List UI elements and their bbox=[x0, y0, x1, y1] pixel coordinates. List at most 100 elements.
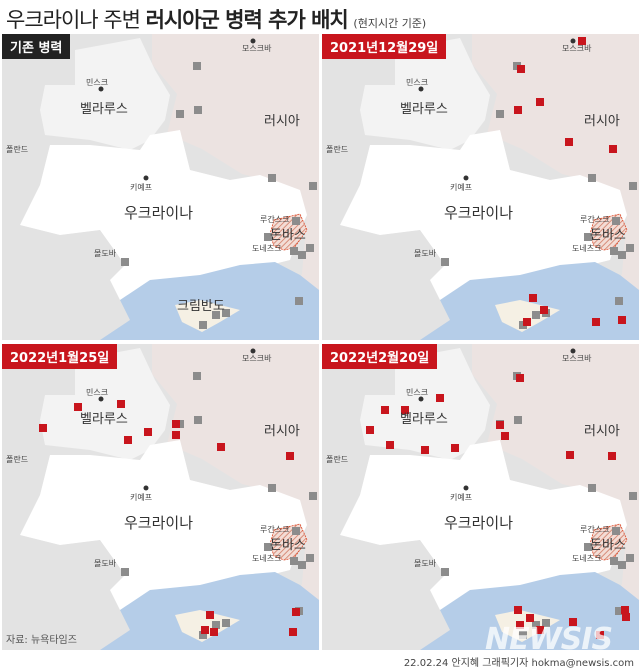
belarus-region bbox=[40, 348, 170, 460]
added-troop-marker bbox=[565, 138, 573, 146]
label-donbas: 돈바스 bbox=[270, 228, 306, 243]
belarus-region bbox=[40, 38, 170, 150]
label-russia: 러시아 bbox=[584, 424, 620, 439]
existing-troop-marker bbox=[610, 557, 618, 565]
label-russia: 러시아 bbox=[264, 114, 300, 129]
added-troop-marker bbox=[292, 608, 300, 616]
kyiv-dot bbox=[463, 485, 469, 491]
existing-troop-marker bbox=[292, 217, 300, 225]
existing-troop-marker bbox=[612, 217, 620, 225]
credit: 22.02.24 안지혜 그래픽기자 hokma@newsis.com bbox=[403, 658, 634, 669]
existing-troop-marker bbox=[309, 182, 317, 190]
label-belarus: 벨라루스 bbox=[80, 102, 128, 117]
existing-troop-marker bbox=[626, 244, 634, 252]
existing-troop-marker bbox=[222, 309, 230, 317]
label-moscow: 모스크바 bbox=[242, 354, 272, 363]
existing-troop-marker bbox=[584, 233, 592, 241]
existing-troop-marker bbox=[542, 619, 550, 627]
minsk-dot bbox=[418, 86, 424, 92]
minsk-dot bbox=[98, 86, 104, 92]
added-troop-marker bbox=[596, 631, 604, 639]
existing-troop-marker bbox=[264, 543, 272, 551]
label-luhansk: 루간스크 bbox=[260, 525, 290, 534]
label-poland: 폴란드 bbox=[6, 455, 29, 464]
added-troop-marker bbox=[421, 446, 429, 454]
added-troop-marker bbox=[381, 406, 389, 414]
russia-region bbox=[152, 344, 319, 650]
added-troop-marker bbox=[529, 294, 537, 302]
label-ukraine: 우크라이나 bbox=[444, 204, 514, 222]
label-kyiv: 키예프 bbox=[130, 183, 153, 192]
added-troop-marker bbox=[609, 145, 617, 153]
label-moscow: 모스크바 bbox=[562, 44, 592, 53]
ukraine-region bbox=[340, 130, 627, 300]
existing-troop-marker bbox=[514, 416, 522, 424]
added-troop-marker bbox=[386, 441, 394, 449]
existing-troop-marker bbox=[496, 110, 504, 118]
page-title: 우크라이나 주변 러시아군 병력 추가 배치 (현지시간 기준) bbox=[6, 4, 426, 34]
map-panel: 기존 병력 모스크바 민스크 벨라루스 러시아 폴란드 키예프 우크라이나 루간스크 돈바스 도네츠… bbox=[2, 34, 319, 340]
label-ukraine: 우크라이나 bbox=[124, 514, 194, 532]
added-troop-marker bbox=[566, 451, 574, 459]
label-crimea: 크림반도 bbox=[177, 299, 225, 314]
russia-region bbox=[472, 344, 639, 650]
map bbox=[20, 344, 319, 650]
moscow-dot bbox=[570, 348, 576, 354]
existing-troop-marker bbox=[194, 106, 202, 114]
map bbox=[20, 34, 319, 340]
added-troop-marker bbox=[366, 426, 374, 434]
existing-troop-marker bbox=[121, 258, 129, 266]
label-donetsk: 도네츠크 bbox=[572, 244, 602, 253]
label-donetsk: 도네츠크 bbox=[252, 244, 282, 253]
existing-troop-marker bbox=[295, 297, 303, 305]
map bbox=[340, 34, 639, 340]
ukraine-region bbox=[340, 440, 627, 610]
added-troop-marker bbox=[569, 618, 577, 626]
label-russia: 러시아 bbox=[584, 114, 620, 129]
existing-troop-marker bbox=[309, 492, 317, 500]
label-poland: 폴란드 bbox=[6, 145, 29, 154]
label-kyiv: 키예프 bbox=[450, 183, 473, 192]
existing-troop-marker bbox=[629, 492, 637, 500]
existing-troop-marker bbox=[618, 561, 626, 569]
added-troop-marker bbox=[618, 316, 626, 324]
minsk-dot bbox=[418, 396, 424, 402]
existing-troop-marker bbox=[612, 527, 620, 535]
belarus-region bbox=[360, 348, 490, 460]
label-kyiv: 키예프 bbox=[450, 493, 473, 502]
title-subtitle: (현지시간 기준) bbox=[353, 17, 427, 30]
existing-troop-marker bbox=[193, 62, 201, 70]
label-donbas: 돈바스 bbox=[590, 538, 626, 553]
minsk-dot bbox=[98, 396, 104, 402]
label-minsk: 민스크 bbox=[86, 388, 109, 397]
sea bbox=[420, 572, 639, 650]
period-badge: 2022년2월20일 bbox=[322, 344, 438, 369]
russia-region bbox=[472, 34, 639, 340]
crimea-region bbox=[495, 610, 560, 642]
existing-troop-marker bbox=[588, 484, 596, 492]
label-belarus: 벨라루스 bbox=[400, 102, 448, 117]
kyiv-dot bbox=[143, 175, 149, 181]
label-moldova: 몰도바 bbox=[94, 249, 117, 258]
period-badge: 2021년12월29일 bbox=[322, 34, 447, 59]
title-part: 우크라이나 주변 bbox=[6, 8, 146, 32]
existing-troop-marker bbox=[441, 568, 449, 576]
map-panel: 2022년1월25일 모스크바 민스크 벨라루스 러시아 폴란드 키예프 우크라이나 루간스크 돈… bbox=[2, 344, 319, 650]
added-troop-marker bbox=[516, 621, 524, 629]
existing-troop-marker bbox=[532, 311, 540, 319]
added-troop-marker bbox=[536, 98, 544, 106]
existing-troop-marker bbox=[121, 568, 129, 576]
source-note: 자료: 뉴욕타임즈 bbox=[6, 635, 77, 646]
label-poland: 폴란드 bbox=[326, 455, 349, 464]
added-troop-marker bbox=[206, 611, 214, 619]
added-troop-marker bbox=[514, 606, 522, 614]
existing-troop-marker bbox=[199, 631, 207, 639]
existing-troop-marker bbox=[626, 554, 634, 562]
existing-troop-marker bbox=[176, 110, 184, 118]
label-donetsk: 도네츠크 bbox=[252, 554, 282, 563]
added-troop-marker bbox=[540, 306, 548, 314]
existing-troop-marker bbox=[212, 621, 220, 629]
added-troop-marker bbox=[74, 403, 82, 411]
added-troop-marker bbox=[608, 452, 616, 460]
existing-troop-marker bbox=[290, 557, 298, 565]
